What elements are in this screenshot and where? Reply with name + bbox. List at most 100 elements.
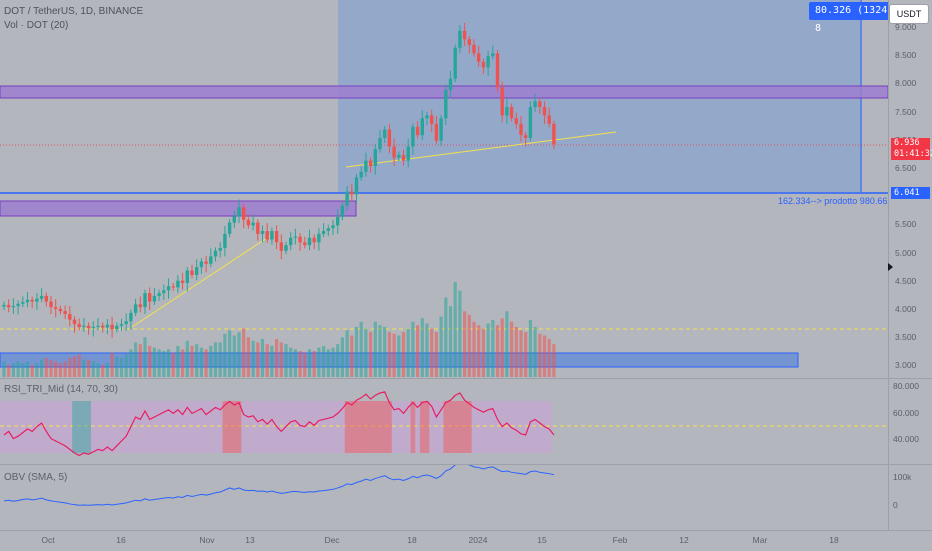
rsi-overbought-highlight bbox=[387, 401, 392, 453]
time-axis-label: Feb bbox=[612, 535, 628, 545]
candle-body bbox=[420, 118, 424, 136]
candle bbox=[21, 296, 25, 308]
volume-bar bbox=[185, 340, 189, 377]
candle-body bbox=[406, 146, 410, 161]
candle-body bbox=[533, 101, 537, 107]
volume-bar bbox=[129, 349, 133, 377]
volume-bar bbox=[58, 363, 62, 377]
candle-body bbox=[68, 313, 72, 320]
candle-body bbox=[242, 207, 246, 220]
rsi-overbought-highlight bbox=[410, 401, 416, 453]
candle-body bbox=[176, 280, 180, 288]
candle bbox=[279, 234, 283, 260]
candle bbox=[472, 39, 476, 57]
candle bbox=[345, 185, 349, 211]
candle-body bbox=[500, 87, 504, 116]
volume-bar bbox=[486, 323, 490, 377]
currency-button[interactable]: USDT bbox=[889, 4, 929, 24]
volume-bar bbox=[260, 339, 265, 377]
current-price-value: 6.936 bbox=[894, 138, 920, 148]
candle bbox=[199, 258, 204, 274]
candle-body bbox=[317, 233, 321, 243]
time-axis-label: 2024 bbox=[468, 535, 488, 545]
volume-bar bbox=[340, 337, 344, 377]
candle-body bbox=[486, 56, 490, 68]
rsi-band bbox=[0, 401, 552, 453]
candle-body bbox=[162, 290, 166, 294]
candle-body bbox=[148, 293, 152, 302]
volume-bar bbox=[542, 335, 547, 377]
time-axis[interactable] bbox=[0, 530, 932, 551]
obv-pane[interactable] bbox=[0, 465, 888, 530]
candle bbox=[336, 209, 340, 234]
candle bbox=[86, 322, 91, 335]
candle-body bbox=[190, 270, 194, 276]
time-axis-label: Mar bbox=[752, 535, 768, 545]
candle bbox=[270, 227, 274, 245]
candle bbox=[274, 225, 279, 250]
candle-body bbox=[552, 123, 556, 145]
trendline-upper[interactable] bbox=[345, 131, 617, 168]
rsi-title[interactable]: RSI_TRI_Mid (14, 70, 30) bbox=[4, 384, 118, 395]
candle bbox=[7, 299, 11, 313]
volume-bar bbox=[322, 345, 326, 377]
candle bbox=[110, 316, 114, 338]
candle bbox=[246, 214, 251, 229]
scroll-right-arrow-icon[interactable] bbox=[888, 263, 893, 271]
rsi-pane[interactable] bbox=[0, 379, 888, 464]
candle-body bbox=[350, 191, 354, 195]
volume-bar bbox=[467, 314, 471, 377]
candle-body bbox=[491, 53, 495, 57]
volume-legend[interactable]: Vol · DOT (20) bbox=[4, 20, 69, 31]
volume-bar bbox=[166, 349, 171, 377]
candle bbox=[340, 202, 345, 221]
candle bbox=[11, 298, 16, 314]
volume-bar bbox=[105, 363, 109, 377]
candle bbox=[101, 322, 105, 333]
pane-divider[interactable] bbox=[0, 378, 932, 379]
obv-title[interactable]: OBV (SMA, 5) bbox=[4, 472, 68, 483]
volume-bar bbox=[242, 328, 246, 377]
resistance-zone-upper[interactable] bbox=[0, 85, 888, 99]
candle bbox=[54, 299, 58, 318]
symbol-title[interactable]: DOT / TetherUS, 1D, BINANCE bbox=[4, 6, 144, 17]
candle bbox=[30, 296, 34, 309]
candle bbox=[434, 115, 439, 145]
trendline-lower[interactable] bbox=[131, 235, 271, 328]
current-price-tag: 6.936 01:41:32 bbox=[891, 138, 932, 160]
rsi-overbought-highlight bbox=[231, 401, 237, 453]
candle bbox=[2, 301, 6, 310]
main-chart[interactable]: 162.334--> prodotto 980.662 bbox=[0, 0, 888, 378]
candle-body bbox=[49, 301, 53, 308]
candle-body bbox=[345, 191, 349, 206]
candle bbox=[152, 288, 157, 305]
volume-bar bbox=[416, 325, 420, 377]
pane-divider[interactable] bbox=[0, 464, 932, 465]
rsi-overbought-highlight bbox=[424, 401, 430, 453]
rsi-axis-label: 80.000 bbox=[893, 381, 919, 391]
candle-body bbox=[218, 247, 222, 251]
volume-bar bbox=[369, 332, 373, 377]
rsi-overbought-highlight bbox=[377, 401, 383, 453]
candle bbox=[307, 229, 312, 251]
rsi-overbought-highlight bbox=[466, 401, 472, 453]
volume-bar bbox=[472, 321, 476, 377]
candle-body bbox=[397, 154, 401, 158]
volume-bar bbox=[246, 337, 250, 377]
volume-bar bbox=[552, 344, 556, 377]
volume-bar bbox=[439, 316, 443, 377]
volume-bar bbox=[49, 359, 53, 377]
candle bbox=[44, 292, 48, 307]
volume-bar bbox=[364, 328, 368, 377]
candle bbox=[166, 278, 171, 299]
resistance-zone-lower[interactable] bbox=[0, 200, 357, 217]
volume-bar bbox=[303, 352, 307, 377]
candle bbox=[63, 305, 67, 320]
volume-bar bbox=[378, 325, 382, 377]
candle bbox=[209, 248, 213, 268]
rsi-line bbox=[3, 391, 555, 457]
candle-body bbox=[44, 295, 48, 302]
candle bbox=[552, 120, 556, 150]
price-axis-label: 8.000 bbox=[895, 78, 917, 89]
volume-bar bbox=[463, 311, 467, 377]
